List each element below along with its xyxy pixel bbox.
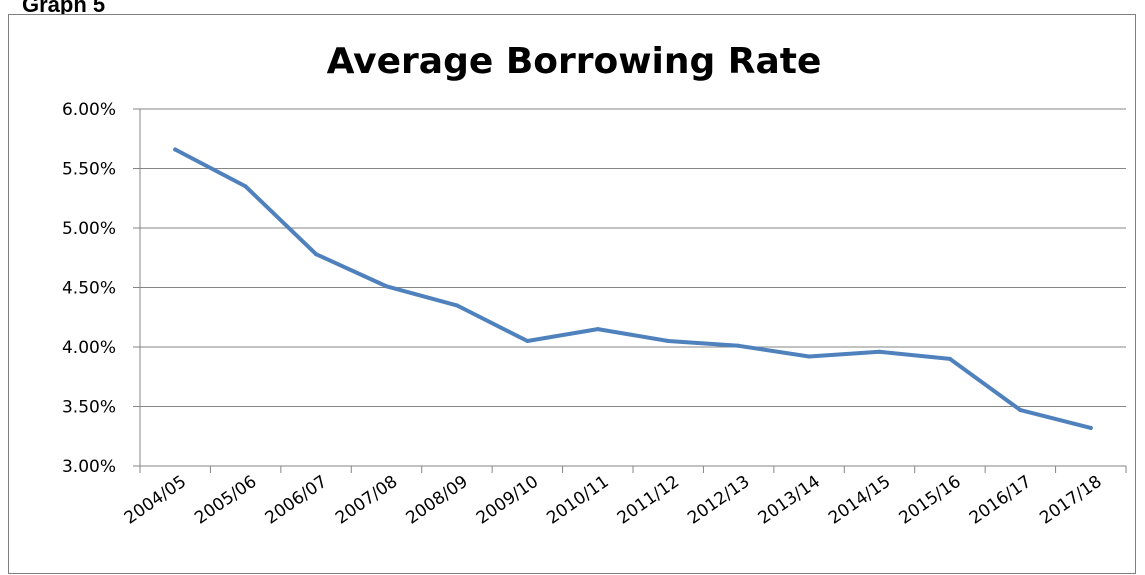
x-tick-label: 2008/09 [402, 472, 471, 529]
data-point [666, 339, 671, 343]
x-tick-label: 2017/18 [1036, 472, 1105, 529]
y-tick-label: 4.50% [62, 279, 116, 299]
x-tick-label: 2006/07 [262, 472, 331, 529]
data-point [877, 349, 882, 354]
chart-svg: Average Borrowing Rate 3.00% 3.50% 4.00% 4.… [62, 41, 1127, 529]
x-tick-label: 2014/15 [825, 472, 894, 529]
x-tick-label: 2009/10 [473, 472, 542, 529]
y-tick-label: 5.50% [62, 160, 116, 180]
data-point [314, 252, 319, 257]
chart-frame: Average Borrowing Rate 3.00% 3.50% 4.00% 4.… [8, 14, 1136, 574]
data-point [525, 339, 530, 343]
data-point [947, 356, 952, 361]
graph-label: Graph 5 [22, 0, 106, 17]
y-tick-label: 6.00% [62, 100, 116, 120]
gridlines [140, 108, 1126, 407]
data-point [454, 303, 459, 308]
y-tick-label: 3.50% [62, 398, 116, 418]
x-tick-label: 2010/11 [543, 472, 612, 529]
x-tick-label: 2013/14 [755, 472, 824, 529]
data-point [595, 327, 600, 332]
x-axis-labels: 2004/05 2005/06 2006/07 2007/08 2008/09 2009/… [121, 472, 1106, 529]
x-tick-label: 2005/06 [191, 472, 260, 529]
data-point [807, 354, 812, 359]
data-point [1018, 408, 1023, 413]
x-tick-label: 2016/17 [966, 472, 1035, 529]
data-point [384, 284, 389, 289]
data-point [736, 343, 741, 348]
data-point [243, 184, 248, 189]
x-tick-label: 2015/16 [895, 472, 964, 529]
x-axis [133, 108, 1127, 473]
x-tick-label: 2004/05 [121, 472, 190, 529]
series-lines [173, 147, 1093, 430]
y-tick-label: 3.00% [62, 457, 116, 477]
chart-title: Average Borrowing Rate [327, 41, 822, 82]
y-tick-label: 4.00% [62, 338, 116, 358]
x-tick-label: 2011/12 [614, 472, 683, 529]
x-tick-label: 2007/08 [332, 472, 401, 529]
x-tick-label: 2012/13 [684, 472, 753, 529]
data-point [1088, 425, 1093, 430]
data-point [173, 147, 178, 152]
series-line [173, 147, 1093, 430]
y-axis-labels: 3.00% 3.50% 4.00% 4.50% 5.00% 5.50% 6.00% [62, 100, 116, 477]
y-tick-label: 5.00% [62, 219, 116, 239]
